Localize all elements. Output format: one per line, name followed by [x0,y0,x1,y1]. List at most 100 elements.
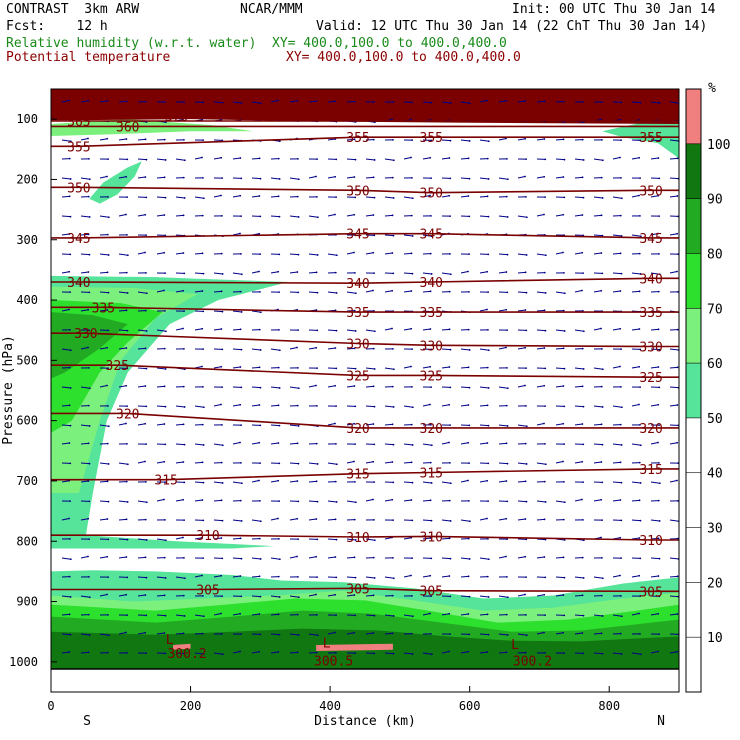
wind-arrow-head [163,251,166,254]
wind-arrow-head [429,252,432,255]
wind-arrow [593,652,603,655]
wind-arrow-head [239,366,242,368]
theta-contour-label: 315 [346,468,369,483]
wind-arrow-head [430,177,432,180]
wind-arrow-head [468,290,470,293]
wind-arrow-head [125,631,127,634]
wind-arrow [213,366,222,369]
wind-arrow [175,252,184,255]
wind-arrow [669,195,678,198]
wind-arrow-head [88,596,91,599]
wind-arrow-head [468,349,471,351]
wind-arrow [213,310,223,313]
wind-arrow [232,233,241,236]
wind-arrow-head [259,595,262,598]
wind-arrow [498,462,508,465]
wind-arrow [403,614,413,617]
wind-arrow-head [563,196,566,199]
wind-arrow [156,632,165,635]
wind-arrow-head [620,235,623,237]
wind-arrow-head [278,349,281,352]
wind-arrow [517,215,527,218]
x-tick-label: 400 [319,699,341,713]
wind-arrow [536,291,546,294]
wind-arrow-head [202,444,205,446]
wind-arrow [327,500,337,503]
wind-arrow-head [183,652,186,655]
wind-arrow-head [201,574,203,577]
wind-arrow-head [182,176,185,179]
wind-arrow-head [430,139,433,142]
wind-arrow-head [601,556,603,559]
wind-arrow-head [107,634,110,637]
wind-arrow-head [582,614,585,617]
wind-arrow-head [221,595,223,598]
wind-arrow [175,576,185,579]
wind-arrow-head [657,157,660,159]
wind-arrow-head [69,387,72,389]
wind-arrow-head [639,595,641,598]
wind-arrow [232,310,242,313]
wind-arrow-head [240,424,242,427]
wind-arrow [555,176,564,179]
wind-arrow-head [600,252,603,254]
wind-arrow-head [430,653,433,656]
rh-100-region [173,643,191,650]
wind-arrow-head [201,499,204,501]
wind-arrow [441,404,450,407]
theta-contour-label: 305 [346,582,369,597]
wind-arrow-head [354,405,357,408]
wind-arrow [137,461,146,464]
wind-arrow [365,158,375,161]
wind-arrow-head [354,292,357,295]
wind-arrow [517,138,526,141]
wind-arrow-head [410,156,412,159]
theta-contour-label: 330 [74,327,97,342]
wind-arrow-head [202,310,205,313]
wind-arrow-head [259,311,262,314]
wind-arrow-head [449,252,451,255]
wind-arrow [555,214,564,217]
wind-arrow-head [448,328,451,331]
wind-arrow-head [334,480,337,483]
wind-arrow-head [372,498,374,501]
wind-arrow [365,499,374,502]
wind-arrow-head [202,594,204,597]
wind-arrow-head [183,138,185,141]
wind-arrow [403,537,412,540]
wind-arrow-head [582,330,585,333]
wind-arrow-head [372,176,375,179]
wind-arrow-head [278,253,281,256]
wind-arrow [99,594,108,597]
wind-arrow-head [126,158,129,161]
wind-arrow-head [145,292,148,295]
wind-arrow-head [505,346,507,349]
wind-arrow-head [487,462,490,465]
wind-arrow-head [202,653,205,655]
wind-arrow [631,481,641,484]
wind-arrow [479,386,489,389]
wind-arrow-head [581,556,584,559]
wind-arrow [555,347,564,350]
wind-arrow-head [87,308,90,311]
wind-arrow [593,576,603,579]
wind-arrow-head [581,385,584,388]
wind-arrow [403,252,412,255]
wind-arrow-head [145,614,148,617]
wind-arrow-head [676,441,679,444]
wind-arrow-head [145,234,147,237]
wind-arrow [80,518,89,521]
wind-arrow [422,234,432,237]
wind-arrow [460,651,469,654]
wind-arrow [498,177,508,180]
wind-arrow [118,518,127,521]
wind-arrow-head [487,596,490,598]
wind-arrow-head [658,461,660,464]
wind-arrow-head [449,102,452,104]
wind-arrow-head [430,348,433,351]
wind-arrow-head [505,651,508,654]
wind-arrow [574,196,584,199]
wind-arrow [612,272,622,275]
wind-arrow-head [372,347,375,350]
wind-arrow-head [600,423,603,426]
